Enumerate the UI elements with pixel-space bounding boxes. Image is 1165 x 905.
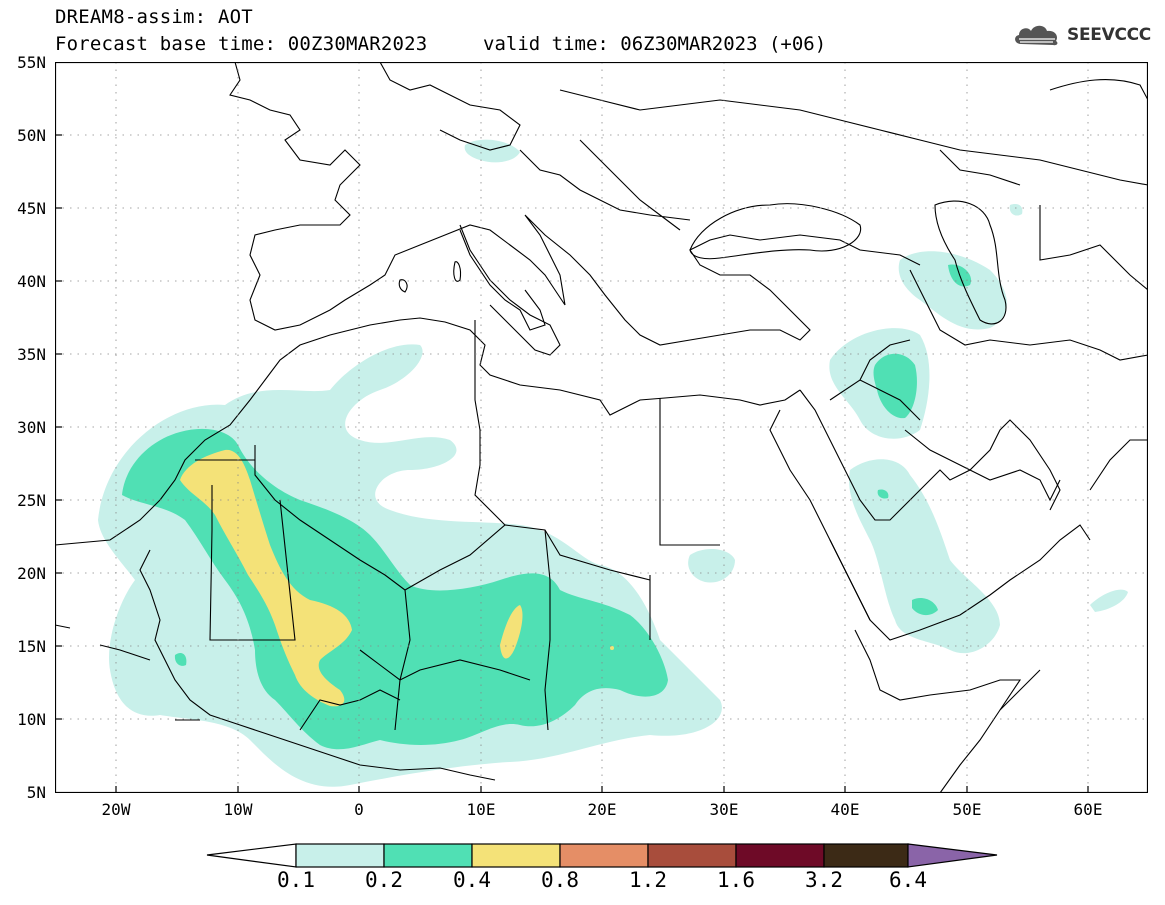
colorbar-label-0-2: 0.2 <box>365 868 403 892</box>
lon-label-10e: 10E <box>466 800 496 819</box>
lat-label-35n: 35N <box>17 345 46 364</box>
lat-label-30n: 30N <box>17 418 46 437</box>
lon-label-60e: 60E <box>1073 800 1103 819</box>
colorbar-bin-7 <box>823 843 909 868</box>
colorbar-label-1-6: 1.6 <box>717 868 755 892</box>
lat-label-40n: 40N <box>17 272 46 291</box>
colorbar-bin-1 <box>295 843 385 868</box>
lat-label-15n: 15N <box>17 637 46 656</box>
lon-label-10w: 10W <box>223 800 253 819</box>
colorbar-bin-5 <box>647 843 737 868</box>
colorbar-label-1-2: 1.2 <box>629 868 667 892</box>
colorbar-bin-2 <box>383 843 473 868</box>
lat-label-45n: 45N <box>17 199 46 218</box>
map-title: DREAM8-assim: AOT <box>55 6 253 28</box>
lon-label-20e: 20E <box>587 800 617 819</box>
aot-layer-0-1 <box>98 139 1128 787</box>
coastlines-borders <box>55 62 1148 793</box>
colorbar-label-6-4: 6.4 <box>889 868 927 892</box>
colorbar-bin-4 <box>559 843 649 868</box>
colorbar-bin-3 <box>471 843 561 868</box>
colorbar <box>206 843 998 868</box>
lat-label-55n: 55N <box>17 53 46 72</box>
cloud-icon <box>1015 25 1058 46</box>
valid-time: valid time: 06Z30MAR2023 (+06) <box>483 33 827 55</box>
lat-label-50n: 50N <box>17 126 46 145</box>
lat-label-5n: 5N <box>26 783 46 802</box>
lat-label-20n: 20N <box>17 564 46 583</box>
colorbar-bin-6 <box>735 843 825 868</box>
lon-label-30e: 30E <box>709 800 739 819</box>
forecast-base-time: Forecast base time: 00Z30MAR2023 <box>55 33 428 55</box>
aot-layer-0-4 <box>180 449 523 707</box>
colorbar-label-3-2: 3.2 <box>805 868 843 892</box>
lon-label-20w: 20W <box>101 800 131 819</box>
lon-label-0: 0 <box>354 800 364 819</box>
colorbar-label-0-4: 0.4 <box>453 868 491 892</box>
colorbar-label-0-1: 0.1 <box>277 868 315 892</box>
lat-label-10n: 10N <box>17 710 46 729</box>
aot-map <box>55 62 1148 793</box>
colorbar-under-arrow <box>206 843 297 868</box>
lon-label-50e: 50E <box>952 800 982 819</box>
colorbar-label-0-8: 0.8 <box>541 868 579 892</box>
colorbar-over-arrow <box>907 843 998 868</box>
lat-label-25n: 25N <box>17 491 46 510</box>
lon-label-40e: 40E <box>830 800 860 819</box>
logo-text: SEEVCCC <box>1067 25 1151 45</box>
seevccc-logo: SEEVCCC <box>1011 22 1151 48</box>
